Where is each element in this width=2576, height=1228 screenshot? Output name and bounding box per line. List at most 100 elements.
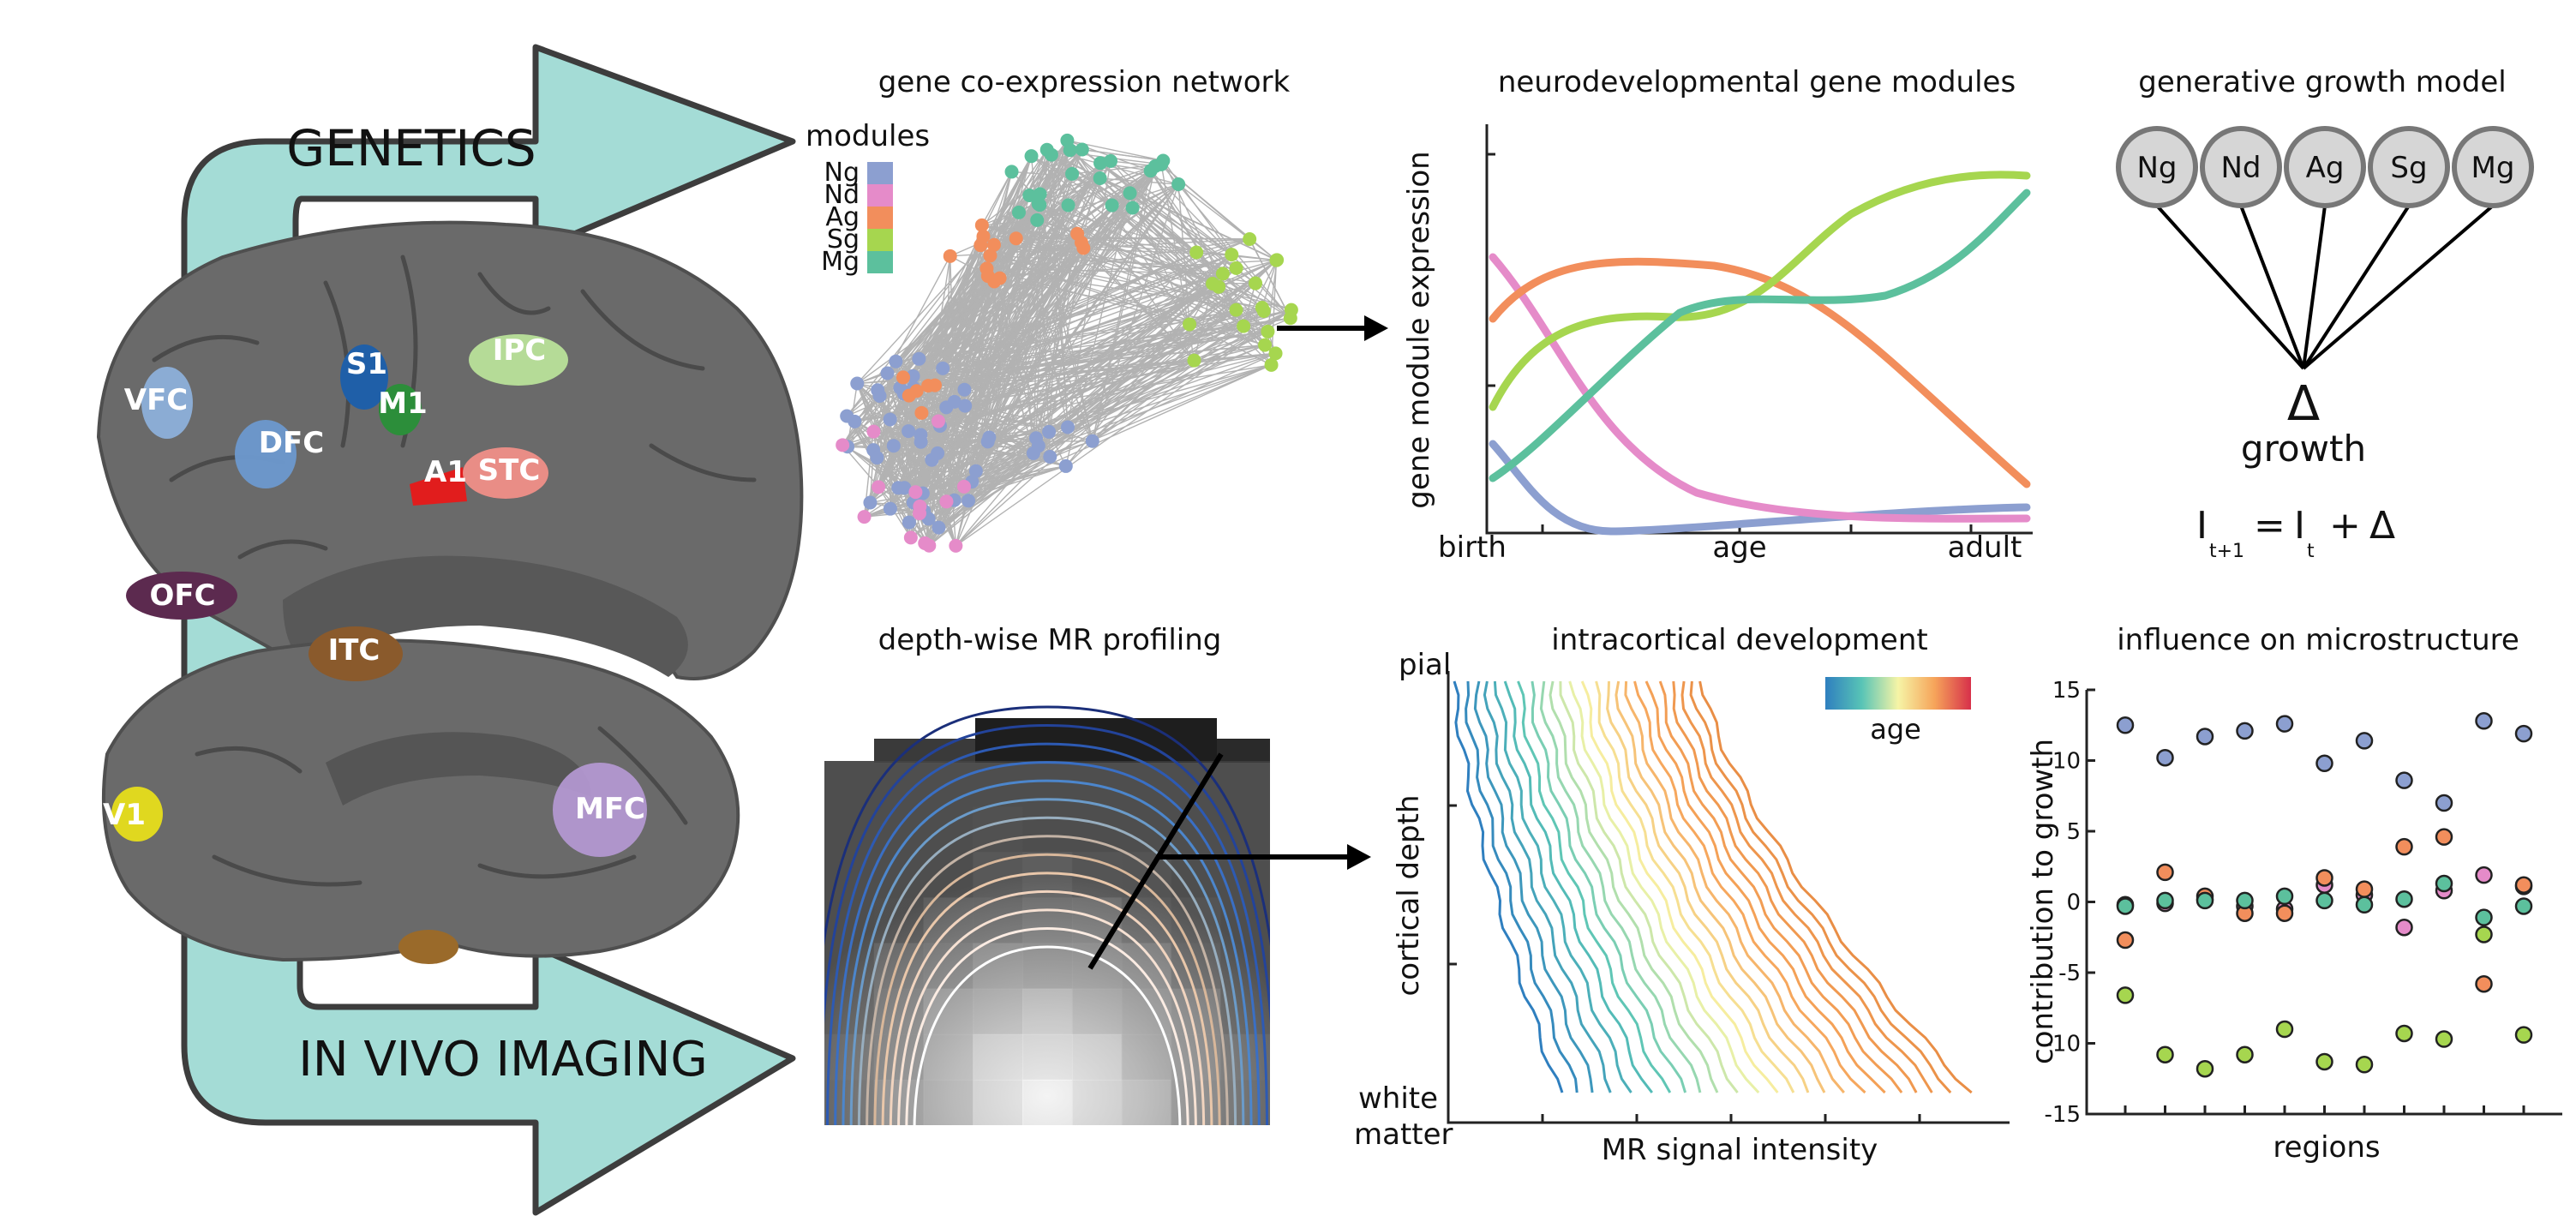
network-node bbox=[974, 218, 989, 232]
scatter-title: influence on microstructure bbox=[2117, 623, 2519, 657]
network-node bbox=[908, 485, 923, 500]
network-node bbox=[1009, 231, 1023, 246]
network-node bbox=[872, 389, 887, 404]
edge-mg bbox=[2302, 204, 2495, 370]
network-node bbox=[1189, 245, 1204, 260]
network-node bbox=[1024, 149, 1039, 164]
genetics-label: GENETICS bbox=[286, 119, 536, 177]
network-node bbox=[1043, 450, 1057, 464]
mr-contour bbox=[842, 779, 1253, 1132]
depth-profile bbox=[1465, 680, 1579, 1093]
network-node bbox=[880, 366, 895, 380]
imaging-label: IN VIVO IMAGING bbox=[298, 1032, 708, 1087]
point-sg bbox=[2514, 1026, 2533, 1044]
point-mg bbox=[2514, 897, 2533, 915]
network-node bbox=[931, 414, 945, 428]
delta-symbol: Δ bbox=[2287, 376, 2320, 432]
point-sg bbox=[2236, 1045, 2254, 1063]
network-node bbox=[893, 380, 908, 395]
point-ng bbox=[2275, 715, 2294, 733]
intracortical-xlabel: MR signal intensity bbox=[1602, 1133, 1878, 1167]
region-label-a1: A1 bbox=[424, 455, 467, 489]
mr-contour bbox=[818, 724, 1277, 1132]
network-pointer-head bbox=[1364, 315, 1388, 341]
network-node bbox=[936, 361, 950, 375]
depth-profile bbox=[1698, 680, 1973, 1094]
network-node bbox=[1125, 201, 1140, 215]
mr-image bbox=[797, 668, 1321, 1159]
network-node bbox=[1225, 248, 1239, 262]
network-node bbox=[925, 452, 939, 467]
y-tick-label: -5 bbox=[2058, 961, 2081, 986]
scatter-x-ticks bbox=[2124, 1105, 2525, 1114]
mr-contour bbox=[913, 945, 1182, 1132]
scatter-ylabel: contribution to growth bbox=[2026, 739, 2060, 1064]
equation-equals: = bbox=[2254, 504, 2285, 548]
network-node bbox=[1004, 165, 1019, 179]
network-node bbox=[1206, 276, 1220, 291]
point-mg bbox=[2475, 908, 2493, 926]
point-sg bbox=[2196, 1059, 2214, 1078]
imaging-arrow bbox=[181, 836, 796, 1216]
legend-swatch-nd bbox=[867, 184, 893, 207]
legend-swatch-mg bbox=[867, 251, 893, 273]
delta-growth-label: growth bbox=[2241, 428, 2366, 470]
network-node bbox=[836, 438, 850, 452]
growth-node-sg bbox=[2368, 126, 2450, 208]
network-node bbox=[1061, 420, 1075, 434]
curve-sg bbox=[1489, 171, 2031, 411]
network-node bbox=[1229, 303, 1243, 317]
network-node bbox=[1258, 338, 1273, 352]
scatter-y-ticks: 15 10 5 0 -5 -10 -15 bbox=[2045, 678, 2095, 1128]
legend-label-sg: Sg bbox=[827, 225, 860, 255]
mr-contour bbox=[866, 835, 1229, 1132]
region-label-stc: STC bbox=[478, 453, 541, 488]
depth-profile bbox=[1493, 680, 1632, 1093]
region-label-itc: ITC bbox=[328, 633, 380, 668]
equation-lhs: I bbox=[2196, 504, 2208, 548]
point-mg bbox=[2315, 891, 2333, 910]
y-tick-label: -10 bbox=[2045, 1032, 2081, 1057]
depth-profile bbox=[1473, 680, 1594, 1093]
depth-profile bbox=[1568, 680, 1760, 1094]
brain-illustration bbox=[96, 220, 804, 964]
legend-label-mg: Mg bbox=[821, 247, 860, 277]
mr-pointer-line-a bbox=[1087, 752, 1224, 970]
point-sg bbox=[2475, 925, 2493, 943]
network-node bbox=[1243, 231, 1257, 246]
y-tick-label: 5 bbox=[2066, 819, 2081, 845]
network-node bbox=[1033, 198, 1047, 213]
equation-rhs-sub: t bbox=[2307, 541, 2315, 562]
mr-contour bbox=[897, 908, 1197, 1132]
intracortical-profiles bbox=[1453, 680, 1973, 1094]
mr-contour bbox=[834, 761, 1261, 1132]
network-node bbox=[857, 510, 872, 524]
network-node bbox=[956, 479, 971, 494]
point-ag bbox=[2275, 904, 2294, 922]
depth-profile bbox=[1595, 680, 1795, 1093]
depth-profile bbox=[1531, 680, 1687, 1093]
network-node bbox=[968, 464, 983, 478]
point-mg bbox=[2435, 874, 2453, 893]
point-sg bbox=[2116, 986, 2135, 1004]
growth-equation: I t+1 = I t + Δ bbox=[2196, 504, 2395, 562]
network-node bbox=[1215, 267, 1230, 281]
network-node bbox=[902, 424, 916, 439]
depth-profile bbox=[1624, 680, 1845, 1093]
network-node bbox=[1156, 153, 1171, 168]
network-node bbox=[1042, 424, 1057, 439]
network-node bbox=[1143, 164, 1158, 178]
depth-profile bbox=[1483, 680, 1612, 1093]
region-label-s1: S1 bbox=[346, 347, 387, 381]
network-node bbox=[1171, 177, 1186, 192]
network-node bbox=[883, 501, 897, 516]
network-node bbox=[947, 394, 962, 409]
gene-modules-xtick-age: age bbox=[1712, 530, 1766, 565]
network-node bbox=[1229, 261, 1243, 275]
network-node bbox=[986, 237, 1001, 252]
growth-node-nd bbox=[2200, 126, 2282, 208]
point-mg bbox=[2196, 891, 2214, 910]
network-node bbox=[932, 520, 946, 535]
intracortical-ylabel: cortical depth bbox=[1392, 795, 1426, 997]
equation-plus: + bbox=[2329, 504, 2361, 548]
